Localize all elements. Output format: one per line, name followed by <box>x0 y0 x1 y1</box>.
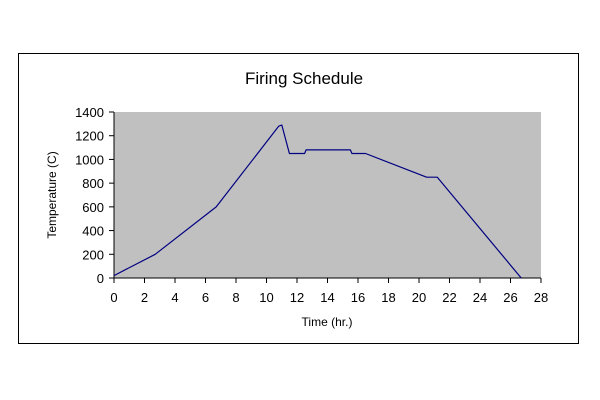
x-tick-label: 16 <box>351 290 365 305</box>
y-tick-label: 400 <box>82 224 104 239</box>
x-tick-label: 24 <box>473 290 487 305</box>
y-tick-label: 0 <box>97 271 104 286</box>
x-tick-label: 28 <box>534 290 548 305</box>
x-tick-label: 14 <box>320 290 334 305</box>
x-tick-label: 4 <box>171 290 178 305</box>
x-tick-label: 8 <box>232 290 239 305</box>
series-line-0 <box>113 124 522 279</box>
x-axis-title: Time (hr.) <box>302 315 353 329</box>
y-axis-title: Temperature (C) <box>45 151 59 238</box>
x-tick-label: 6 <box>202 290 209 305</box>
y-tick-label: 800 <box>82 176 104 191</box>
x-tick-label: 20 <box>412 290 426 305</box>
x-tick-label: 10 <box>259 290 273 305</box>
x-tick-label: 12 <box>290 290 304 305</box>
firing-schedule-chart: Firing Schedule 020040060080010001200140… <box>45 69 548 329</box>
y-tick-label: 600 <box>82 200 104 215</box>
y-tick-label: 200 <box>82 247 104 262</box>
y-tick-label: 1400 <box>75 105 104 120</box>
plot-area <box>114 112 541 278</box>
x-tick-label: 26 <box>503 290 517 305</box>
chart-title: Firing Schedule <box>245 69 363 88</box>
chart-frame: Firing Schedule 0 200 400 600 800 1000 1200 140… <box>18 53 579 344</box>
y-tick-label: 1000 <box>75 152 104 167</box>
x-tick-label: 18 <box>381 290 395 305</box>
y-tick-label: 1200 <box>75 129 104 144</box>
x-tick-label: 22 <box>442 290 456 305</box>
x-tick-label: 0 <box>110 290 117 305</box>
x-tick-label: 2 <box>141 290 148 305</box>
